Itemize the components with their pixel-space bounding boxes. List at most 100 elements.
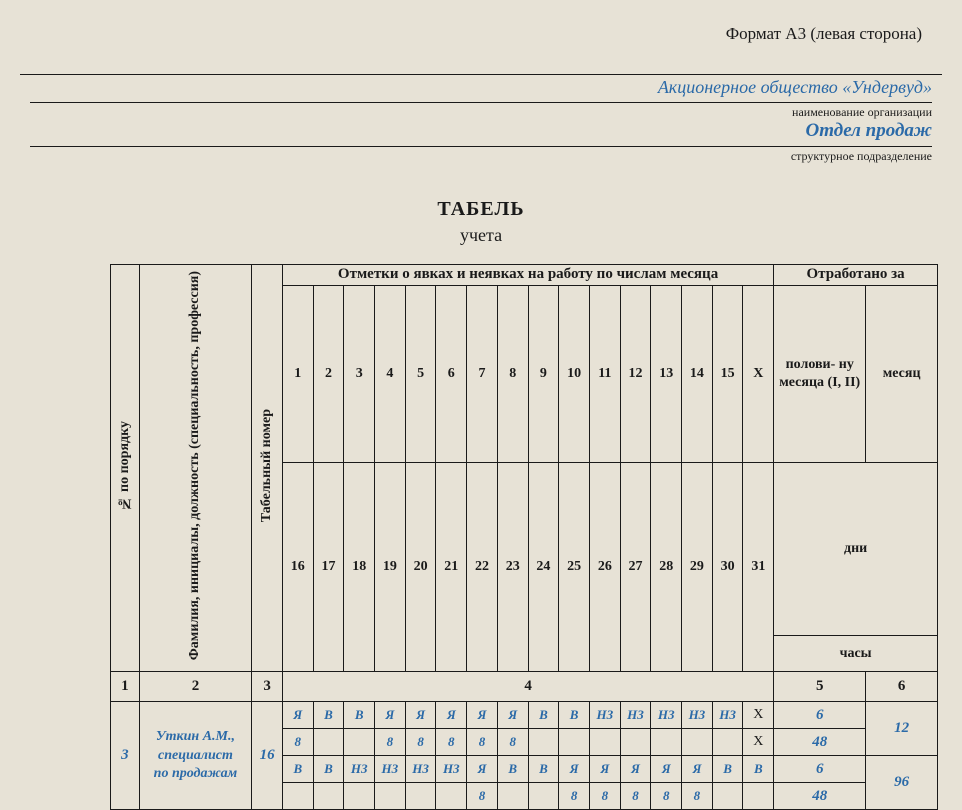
- hdr-day: 7: [467, 285, 498, 462]
- cell: [528, 783, 559, 810]
- title-sub: учета: [30, 225, 932, 246]
- cell: Я: [405, 702, 436, 729]
- hdr-worked: Отработано за: [774, 265, 938, 286]
- cell: Я: [497, 702, 528, 729]
- hdr-tabnum: Табельный номер: [257, 403, 277, 528]
- hdr-day: 2: [313, 285, 344, 462]
- cell: [313, 729, 344, 756]
- cell: [743, 783, 774, 810]
- hdr-day: 28: [651, 462, 682, 671]
- cell: [620, 729, 651, 756]
- cell: [375, 783, 406, 810]
- hdr-day: 12: [620, 285, 651, 462]
- cell: В: [559, 702, 590, 729]
- cell: 8: [620, 783, 651, 810]
- hdr-day: 15: [712, 285, 743, 462]
- hdr-day: 23: [497, 462, 528, 671]
- hdr-day: 29: [682, 462, 713, 671]
- cell: [682, 729, 713, 756]
- cell: [313, 783, 344, 810]
- hdr-day: 11: [589, 285, 620, 462]
- hdr-day: 1: [282, 285, 313, 462]
- cell: В: [344, 702, 375, 729]
- cell: Я: [375, 702, 406, 729]
- cell: НЗ: [712, 702, 743, 729]
- hdr-day: 30: [712, 462, 743, 671]
- cell: [559, 729, 590, 756]
- cell: [344, 729, 375, 756]
- cell: Я: [651, 756, 682, 783]
- hdr-day: 9: [528, 285, 559, 462]
- cell: 8: [375, 729, 406, 756]
- cell: В: [282, 756, 313, 783]
- hdr-days: дни: [774, 462, 938, 635]
- cell: Я: [467, 702, 498, 729]
- cell: НЗ: [620, 702, 651, 729]
- hdr-day: 4: [375, 285, 406, 462]
- cell: НЗ: [589, 702, 620, 729]
- title-main: ТАБЕЛЬ: [30, 198, 932, 221]
- half-value: 48: [774, 729, 866, 756]
- hdr-day: 17: [313, 462, 344, 671]
- cell: В: [712, 756, 743, 783]
- cell: [528, 729, 559, 756]
- idx-cell: 2: [139, 672, 252, 702]
- cell: Я: [589, 756, 620, 783]
- cell: 8: [497, 729, 528, 756]
- cell: НЗ: [436, 756, 467, 783]
- department-caption: структурное подразделение: [30, 147, 932, 164]
- hdr-day: 20: [405, 462, 436, 671]
- idx-cell: 5: [774, 672, 866, 702]
- row-tabnum: 16: [252, 702, 283, 810]
- cell: Я: [467, 756, 498, 783]
- document-page: Формат А3 (левая сторона) Акционерное об…: [0, 0, 962, 810]
- cell: Я: [282, 702, 313, 729]
- cell: В: [528, 756, 559, 783]
- row-num: 3: [111, 702, 140, 810]
- hdr-day: 8: [497, 285, 528, 462]
- month-value: 12: [866, 702, 938, 756]
- cell: X: [743, 729, 774, 756]
- idx-cell: 6: [866, 672, 938, 702]
- cell: В: [528, 702, 559, 729]
- cell: [344, 783, 375, 810]
- cell: НЗ: [682, 702, 713, 729]
- cell: [651, 729, 682, 756]
- cell: Я: [559, 756, 590, 783]
- hdr-hours: часы: [774, 636, 938, 672]
- cell: [712, 783, 743, 810]
- cell: Я: [620, 756, 651, 783]
- hdr-half: полови- ну месяца (I, II): [774, 285, 866, 462]
- cell: [282, 783, 313, 810]
- department-name: Отдел продаж: [30, 120, 932, 147]
- timesheet-table: № по порядку Фамилия, инициалы, должност…: [110, 264, 938, 810]
- hdr-day: 31: [743, 462, 774, 671]
- title-block: ТАБЕЛЬ учета: [30, 198, 932, 246]
- cell: В: [743, 756, 774, 783]
- organization-caption: наименование организации: [30, 103, 932, 120]
- half-value: 6: [774, 756, 866, 783]
- cell: НЗ: [651, 702, 682, 729]
- organization-name: Акционерное общество «Ундервуд»: [30, 75, 932, 103]
- cell: Я: [682, 756, 713, 783]
- hdr-day: 5: [405, 285, 436, 462]
- idx-cell: 3: [252, 672, 283, 702]
- cell: НЗ: [344, 756, 375, 783]
- cell: [712, 729, 743, 756]
- month-value: 96: [866, 756, 938, 810]
- hdr-attendance: Отметки о явках и неявках на работу по ч…: [282, 265, 773, 286]
- cell: 8: [282, 729, 313, 756]
- cell: В: [313, 756, 344, 783]
- cell: НЗ: [405, 756, 436, 783]
- row-name: Уткин А.М., специалист по продажам: [139, 702, 252, 810]
- hdr-day: 14: [682, 285, 713, 462]
- cell: [589, 729, 620, 756]
- cell: 8: [405, 729, 436, 756]
- idx-cell: 4: [282, 672, 773, 702]
- idx-cell: 1: [111, 672, 140, 702]
- cell: 8: [467, 783, 498, 810]
- organization-block: Акционерное общество «Ундервуд» наименов…: [20, 74, 942, 164]
- hdr-day: 27: [620, 462, 651, 671]
- cell: 8: [436, 729, 467, 756]
- cell: 8: [682, 783, 713, 810]
